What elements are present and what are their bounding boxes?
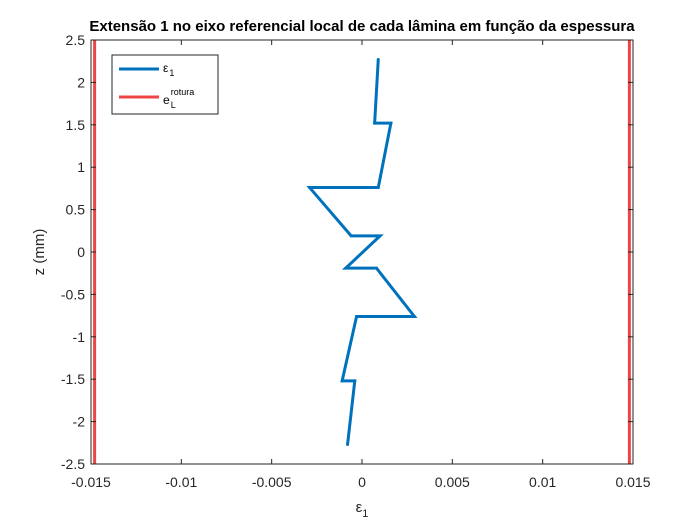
series-point-8 [374,266,378,270]
y-axis-ticks: 2.5 2 1.5 1 0.5 0 -0.5 -1 -1.5 -2 -2.5 [61,32,633,472]
x-tick-label-6: 0.015 [615,474,650,490]
legend-label-rotura: eLrotura [163,87,194,110]
series-points [308,58,416,446]
x-tick-label-5: 0.01 [529,474,556,490]
chart-title: Extensão 1 no eixo referencial local de … [89,18,635,35]
series-point-12 [353,379,357,383]
y-tick-label-6: -0.5 [61,286,85,302]
y-tick-label-10: -2.5 [61,456,85,472]
series-point-7 [344,266,348,270]
x-tick-label-3: 0 [358,474,366,490]
x-tick-label-1: -0.01 [165,474,197,490]
y-tick-label-3: 1 [77,159,85,175]
series-point-5 [349,234,353,238]
x-axis-label: ε1 [356,499,369,520]
y-tick-label-5: 0 [77,244,85,260]
series-point-6 [378,234,382,238]
series-point-4 [308,186,312,190]
series-point-10 [355,314,359,318]
y-axis-label: z (mm) [31,229,48,276]
legend: ε1 eLrotura [111,54,219,115]
series-point-2 [389,121,393,125]
y-tick-label-7: -1 [73,329,86,345]
series-point-3 [376,186,380,190]
legend-box [111,54,219,115]
series-line-epsilon1 [306,59,418,445]
legend-label-epsilon1: ε1 [163,61,174,78]
y-tick-label-4: 0.5 [66,202,86,218]
x-tick-label-0: -0.015 [71,474,111,490]
y-tick-label-8: -1.5 [61,371,85,387]
x-tick-label-4: 0.005 [435,474,470,490]
x-tick-label-2: -0.005 [252,474,292,490]
y-tick-label-1: 2 [77,74,85,90]
x-axis-ticks: -0.015 -0.01 -0.005 0 0.005 0.01 0.015 [71,40,651,490]
y-tick-label-9: -2 [73,414,86,430]
x-axis-label-sub: 1 [362,508,368,520]
series-point-1 [373,121,377,125]
series-point-9 [412,314,416,318]
series-point-0 [376,58,380,62]
series-point-13 [346,442,350,446]
y-tick-label-2: 1.5 [66,117,86,133]
series-point-11 [340,379,344,383]
y-tick-label-0: 2.5 [66,32,86,48]
